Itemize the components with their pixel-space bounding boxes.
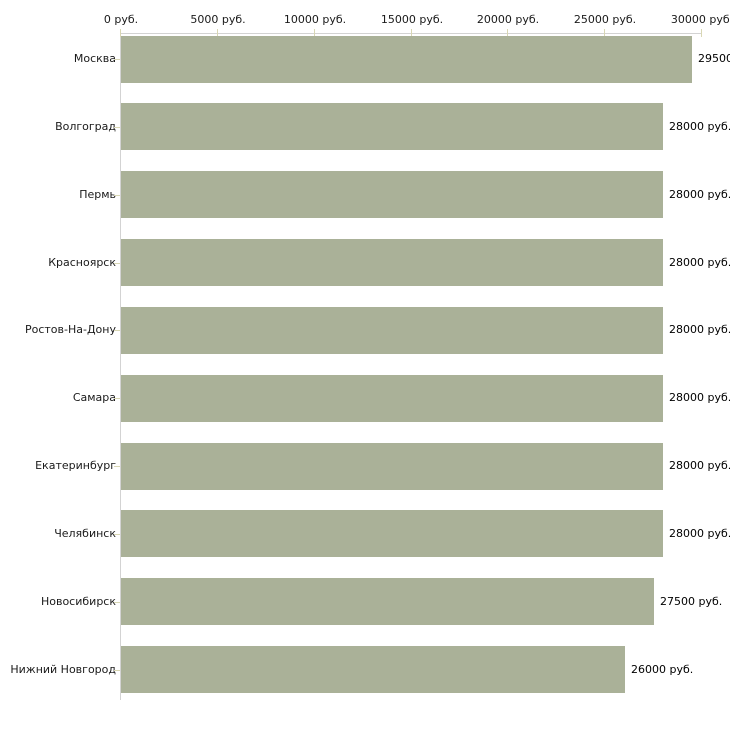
value-label: 28000 руб. xyxy=(669,527,730,540)
x-tick-label: 0 руб. xyxy=(103,13,139,26)
value-label: 26000 руб. xyxy=(631,663,694,676)
value-label: 29500 руб. xyxy=(698,52,730,65)
bar xyxy=(121,510,663,557)
x-tick-mark xyxy=(120,29,121,37)
x-tick-label: 10000 руб. xyxy=(283,13,347,26)
category-tick-mark xyxy=(114,195,120,196)
value-label: 28000 руб. xyxy=(669,323,730,336)
category-label: Самара xyxy=(72,391,116,404)
bar xyxy=(121,239,663,286)
y-axis-line xyxy=(120,33,121,700)
category-label: Пермь xyxy=(79,188,116,201)
x-tick-mark xyxy=(507,29,508,37)
x-tick-label: 15000 руб. xyxy=(380,13,444,26)
x-tick-mark xyxy=(604,29,605,37)
bar xyxy=(121,307,663,354)
value-label: 28000 руб. xyxy=(669,188,730,201)
x-tick-label: 30000 руб. xyxy=(670,13,730,26)
bar xyxy=(121,646,625,693)
category-tick-mark xyxy=(114,534,120,535)
category-tick-mark xyxy=(114,602,120,603)
x-tick-mark xyxy=(701,29,702,37)
category-tick-mark xyxy=(114,263,120,264)
category-tick-mark xyxy=(114,398,120,399)
category-tick-mark xyxy=(114,466,120,467)
category-tick-mark xyxy=(114,59,120,60)
category-label: Красноярск xyxy=(48,256,116,269)
category-label: Москва xyxy=(73,52,116,65)
value-label: 28000 руб. xyxy=(669,256,730,269)
bar xyxy=(121,578,654,625)
x-tick-label: 25000 руб. xyxy=(573,13,637,26)
category-label: Челябинск xyxy=(54,527,116,540)
value-label: 28000 руб. xyxy=(669,120,730,133)
value-label: 27500 руб. xyxy=(660,595,723,608)
bar xyxy=(121,171,663,218)
category-label: Ростов-На-Дону xyxy=(24,323,116,336)
category-label: Волгоград xyxy=(55,120,116,133)
x-tick-label: 5000 руб. xyxy=(190,13,246,26)
x-tick-label: 20000 руб. xyxy=(476,13,540,26)
bar xyxy=(121,36,692,83)
category-label: Нижний Новгород xyxy=(10,663,116,676)
bar xyxy=(121,443,663,490)
category-label: Екатеринбург xyxy=(35,459,116,472)
x-tick-mark xyxy=(217,29,218,37)
value-label: 28000 руб. xyxy=(669,459,730,472)
category-tick-mark xyxy=(114,330,120,331)
bar xyxy=(121,103,663,150)
x-tick-mark xyxy=(411,29,412,37)
category-tick-mark xyxy=(114,127,120,128)
category-tick-mark xyxy=(114,670,120,671)
x-tick-mark xyxy=(314,29,315,37)
category-label: Новосибирск xyxy=(40,595,116,608)
bar xyxy=(121,375,663,422)
value-label: 28000 руб. xyxy=(669,391,730,404)
